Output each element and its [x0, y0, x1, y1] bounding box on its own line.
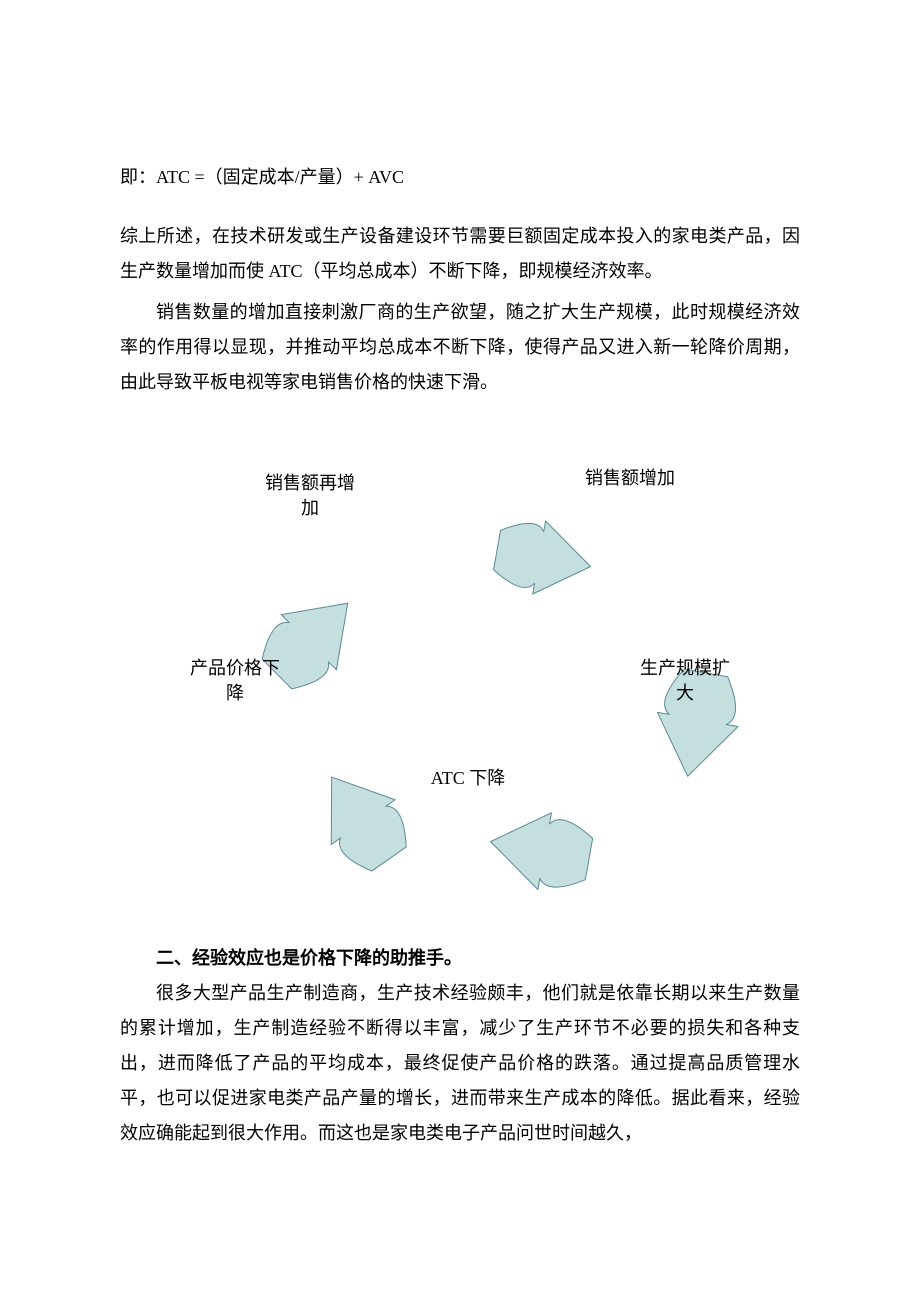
cycle-node-scale_up: 生产规模扩 大: [625, 656, 745, 706]
paragraph-3: 很多大型产品生产制造商，生产技术经验颇丰，他们就是依靠长期以来生产数量的累计增加…: [120, 976, 800, 1151]
spacer: [120, 201, 800, 219]
cycle-node-sales_up: 销售额增加: [560, 466, 700, 491]
cycle-diagram: 销售额增加生产规模扩 大 ATC 下降 产品价格下 降 销售额再增 加: [120, 421, 800, 881]
formula-line: 即：ATC =（固定成本/产量）+ AVC: [120, 160, 800, 195]
cycle-node-sales_up_again: 销售额再增 加: [250, 471, 370, 521]
cycle-node-price_down: 产品价格下 降: [175, 656, 295, 706]
cycle-node-atc_down: ATC 下降: [408, 766, 528, 791]
document-page: 即：ATC =（固定成本/产量）+ AVC 综上所述，在技术研发或生产设备建设环…: [0, 0, 920, 1302]
paragraph-1: 综上所述，在技术研发或生产设备建设环节需要巨额固定成本投入的家电类产品，因生产数…: [120, 219, 800, 289]
paragraph-2: 销售数量的增加直接刺激厂商的生产欲望，随之扩大生产规模，此时规模经济效率的作用得…: [120, 295, 800, 400]
section-heading-2: 二、经验效应也是价格下降的助推手。: [120, 941, 800, 976]
